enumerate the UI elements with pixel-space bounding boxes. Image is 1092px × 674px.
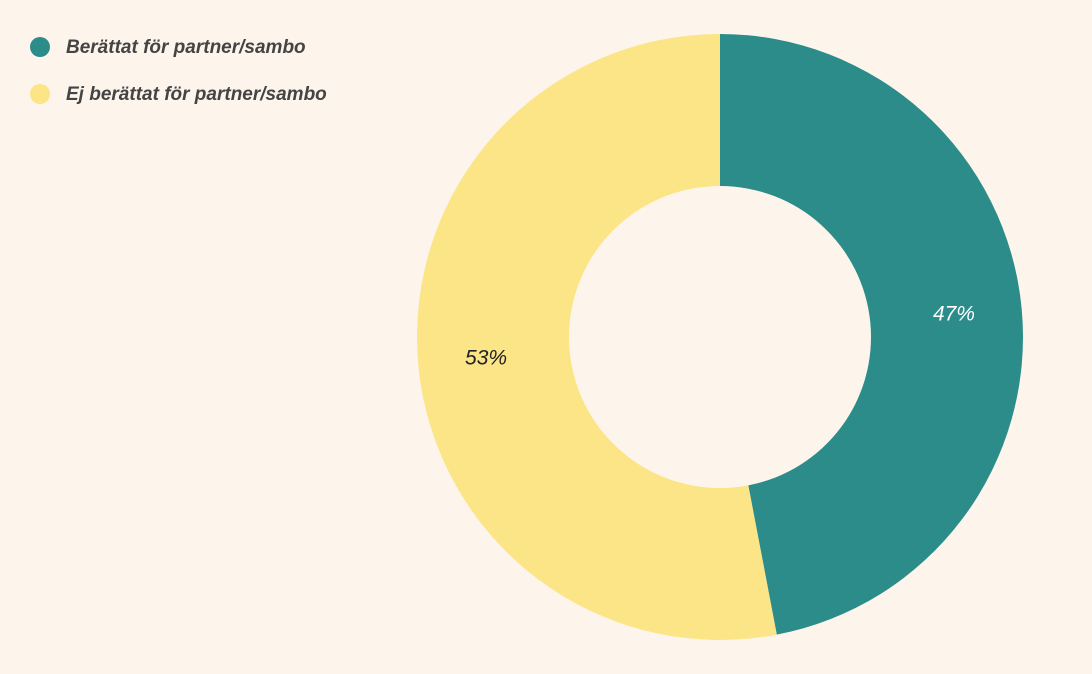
legend-marker: [30, 84, 50, 104]
slice: [720, 34, 1024, 635]
legend-label: Berättat för partner/sambo: [66, 37, 306, 58]
legend-label: Ej berättat för partner/sambo: [66, 84, 327, 105]
slice: [417, 34, 777, 640]
legend-marker: [30, 37, 50, 57]
value-label: 47%: [933, 302, 975, 325]
legend: Berättat för partner/sambo Ej berättat fö…: [30, 37, 327, 105]
value-label: 53%: [465, 347, 507, 370]
donut: 47% 53%: [417, 34, 1024, 640]
